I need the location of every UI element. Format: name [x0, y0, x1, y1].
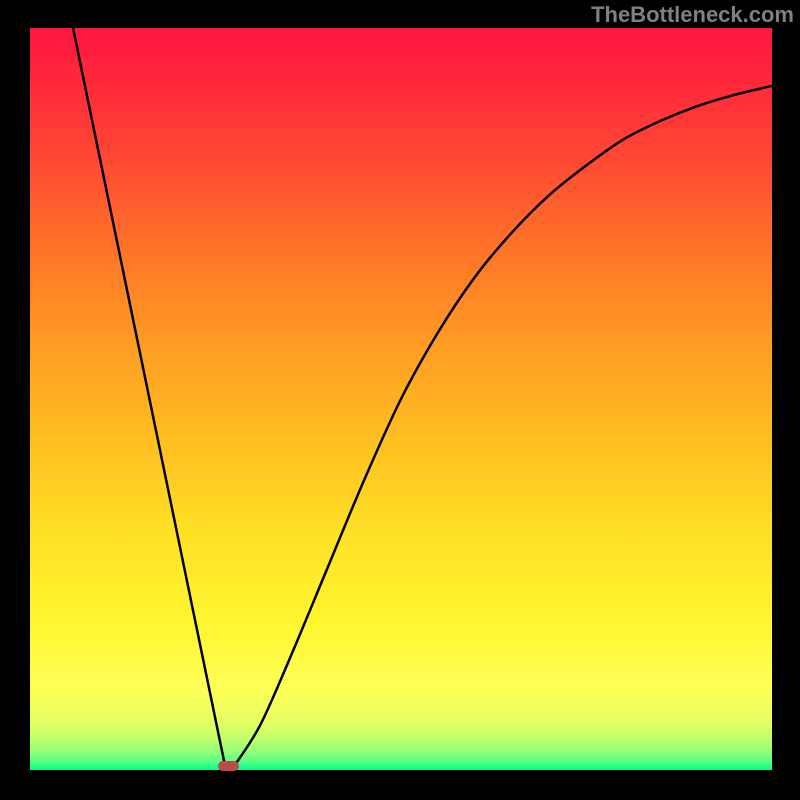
optimal-point-marker — [218, 761, 239, 771]
chart-container: TheBottleneck.com — [0, 0, 800, 800]
plot-area — [30, 28, 772, 770]
watermark-text: TheBottleneck.com — [591, 2, 794, 28]
bottleneck-curve — [30, 28, 772, 770]
